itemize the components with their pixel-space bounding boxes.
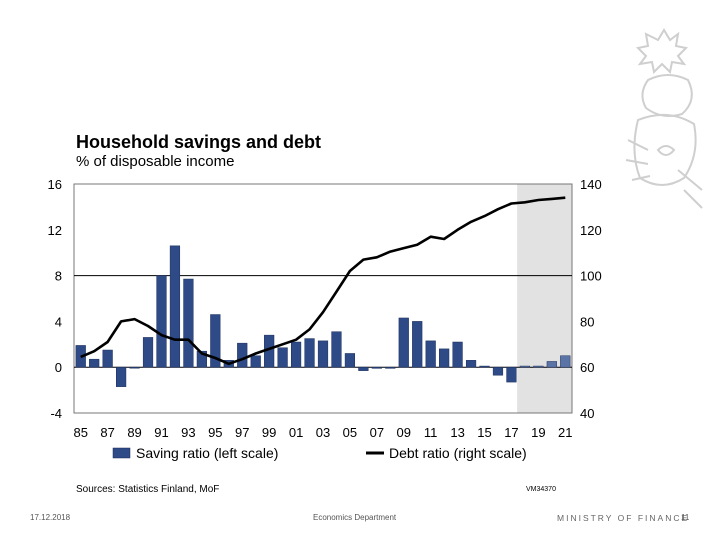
saving-ratio-bar xyxy=(129,366,140,369)
x-axis-tick-label: 91 xyxy=(154,425,168,440)
saving-ratio-bar xyxy=(116,366,127,387)
saving-ratio-bar xyxy=(210,314,221,368)
saving-ratio-bar xyxy=(358,366,369,371)
saving-ratio-bar xyxy=(519,365,530,368)
x-axis-tick-label: 03 xyxy=(316,425,330,440)
left-axis-tick-label: 0 xyxy=(55,360,62,375)
x-axis-tick-label: 95 xyxy=(208,425,222,440)
saving-ratio-bar xyxy=(533,365,544,368)
x-axis-tick-label: 07 xyxy=(370,425,384,440)
saving-ratio-bar xyxy=(304,338,315,368)
saving-ratio-bar xyxy=(439,348,450,368)
right-axis-tick-label: 120 xyxy=(580,223,602,238)
saving-ratio-bar xyxy=(398,317,409,368)
saving-ratio-bar xyxy=(385,366,396,369)
footer-ministry: MINISTRY OF FINANCE xyxy=(557,513,690,523)
x-axis-tick-label: 05 xyxy=(343,425,357,440)
saving-ratio-bar xyxy=(560,355,571,368)
left-axis-tick-label: 8 xyxy=(55,269,62,284)
x-axis-tick-label: 19 xyxy=(531,425,545,440)
saving-ratio-bar xyxy=(250,355,261,368)
right-axis-tick-label: 100 xyxy=(580,269,602,284)
saving-ratio-bar xyxy=(183,278,194,368)
chart-code: VM34370 xyxy=(526,486,556,493)
chart-title: Household savings and debt xyxy=(76,132,322,152)
x-axis-tick-label: 11 xyxy=(424,425,438,440)
x-axis-tick-label: 87 xyxy=(100,425,114,440)
plot-frame xyxy=(73,183,573,414)
saving-ratio-bar xyxy=(89,358,100,368)
x-axis-tick-label: 15 xyxy=(477,425,491,440)
saving-ratio-bar xyxy=(492,366,504,376)
debt-ratio-line xyxy=(80,196,566,366)
left-axis-tick-label: 4 xyxy=(55,314,62,329)
saving-ratio-bar xyxy=(452,341,463,368)
legend-saving-ratio: Saving ratio (left scale) xyxy=(136,445,278,461)
left-axis-tick-label: 16 xyxy=(48,177,62,192)
saving-ratio-bar xyxy=(317,340,329,368)
x-axis-tick-label: 93 xyxy=(181,425,195,440)
x-axis-tick-label: 89 xyxy=(127,425,141,440)
saving-ratio-bar xyxy=(425,340,436,368)
footer-department: Economics Department xyxy=(313,513,397,522)
chart-subtitle: % of disposable income xyxy=(76,153,235,170)
right-axis-tick-label: 140 xyxy=(580,177,602,192)
saving-ratio-bar xyxy=(479,365,490,368)
forecast-shade xyxy=(517,184,572,413)
right-axis-tick-label: 40 xyxy=(580,406,594,421)
saving-ratio-bar xyxy=(371,366,382,369)
left-axis-tick-label: 12 xyxy=(48,223,62,238)
saving-ratio-bar xyxy=(169,245,181,368)
x-axis-tick-label: 17 xyxy=(504,425,518,440)
x-axis-tick-label: 13 xyxy=(450,425,464,440)
x-axis-tick-label: 85 xyxy=(73,425,87,440)
x-axis-tick-label: 01 xyxy=(289,425,303,440)
x-axis-tick-label: 21 xyxy=(558,425,572,440)
saving-ratio-bar xyxy=(412,321,423,368)
saving-ratio-bar xyxy=(156,275,167,368)
legend-debt-ratio: Debt ratio (right scale) xyxy=(389,445,527,461)
x-axis-tick-label: 97 xyxy=(235,425,249,440)
right-axis-tick-label: 60 xyxy=(580,360,594,375)
saving-ratio-bar xyxy=(506,366,517,383)
saving-ratio-bar xyxy=(237,342,248,368)
saving-ratio-bar xyxy=(290,341,302,368)
x-axis-tick-label: 09 xyxy=(397,425,411,440)
coat-of-arms-lion-icon xyxy=(625,28,703,209)
legend-bar-swatch xyxy=(112,447,131,459)
saving-ratio-bar xyxy=(277,347,288,368)
saving-ratio-bar xyxy=(196,350,207,368)
right-axis-tick-label: 80 xyxy=(580,314,594,329)
saving-ratio-bar xyxy=(102,349,113,368)
x-axis-tick-label: 99 xyxy=(262,425,276,440)
saving-ratio-bar xyxy=(344,353,356,368)
chart-sources: Sources: Statistics Finland, MoF xyxy=(76,484,220,495)
footer-date: 17.12.2018 xyxy=(30,513,71,522)
saving-ratio-bar xyxy=(331,331,342,368)
saving-ratio-bar xyxy=(142,337,154,368)
left-axis-tick-label: -4 xyxy=(50,406,62,421)
saving-ratio-bar xyxy=(465,360,477,368)
footer-page-number: 11 xyxy=(681,513,690,522)
saving-ratio-bar xyxy=(546,361,557,368)
